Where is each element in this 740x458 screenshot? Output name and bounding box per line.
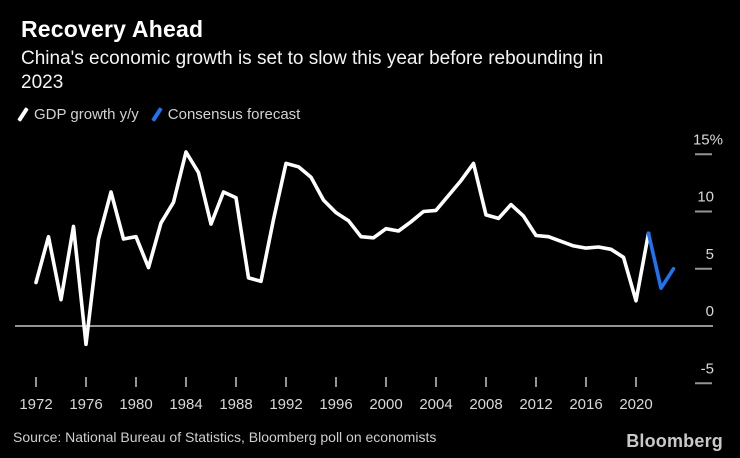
x-tick (485, 377, 487, 387)
chart-subtitle: China's economic growth is set to slow t… (21, 47, 603, 95)
x-axis-label: 2000 (369, 396, 402, 413)
x-axis-label: 1996 (319, 396, 352, 413)
legend-label-gdp-growth: GDP growth y/y (34, 106, 139, 123)
x-axis-label: 1984 (169, 396, 202, 413)
x-tick (235, 377, 237, 387)
x-axis-label: 1972 (19, 396, 52, 413)
y-axis-label: 10 (697, 189, 714, 206)
y-tick (695, 153, 712, 156)
x-axis-label: 2016 (569, 396, 602, 413)
x-tick (285, 377, 287, 387)
x-tick (635, 377, 637, 387)
legend-item-gdp-growth: GDP growth y/y (17, 106, 139, 123)
x-axis-label: 2012 (519, 396, 552, 413)
x-tick (535, 377, 537, 387)
legend-label-consensus-forecast: Consensus forecast (167, 106, 301, 123)
x-axis-label: 1976 (69, 396, 102, 413)
x-axis-label: 1980 (119, 396, 152, 413)
y-axis-label: -5 (701, 360, 714, 377)
series-line-0 (34, 150, 651, 347)
x-axis-label: 2020 (619, 396, 652, 413)
legend: GDP growth y/y Consensus forecast (17, 106, 301, 123)
x-tick (135, 377, 137, 387)
y-tick (695, 210, 712, 213)
x-tick (385, 377, 387, 387)
series-line-1 (646, 231, 676, 291)
page-title: Recovery Ahead (21, 16, 204, 42)
x-tick (435, 377, 437, 387)
x-tick (85, 377, 87, 387)
y-tick (695, 267, 712, 270)
x-axis-label: 1988 (219, 396, 252, 413)
x-axis-label: 2008 (469, 396, 502, 413)
x-axis-label: 1992 (269, 396, 302, 413)
subtitle-line-1: China's economic growth is set to slow t… (21, 48, 604, 69)
x-tick (335, 377, 337, 387)
subtitle-line-2: 2023 (21, 72, 64, 93)
x-tick (35, 377, 37, 387)
x-axis-label: 2004 (419, 396, 452, 413)
source-note: Source: National Bureau of Statistics, B… (13, 429, 437, 445)
x-tick (185, 377, 187, 387)
y-axis-label: 5 (706, 246, 714, 263)
bloomberg-logo: Bloomberg (626, 431, 723, 451)
legend-item-consensus-forecast: Consensus forecast (151, 106, 301, 123)
x-tick (585, 377, 587, 387)
y-tick (695, 382, 712, 385)
y-axis-label: 15% (693, 131, 723, 148)
y-axis-label: 0 (706, 303, 714, 320)
